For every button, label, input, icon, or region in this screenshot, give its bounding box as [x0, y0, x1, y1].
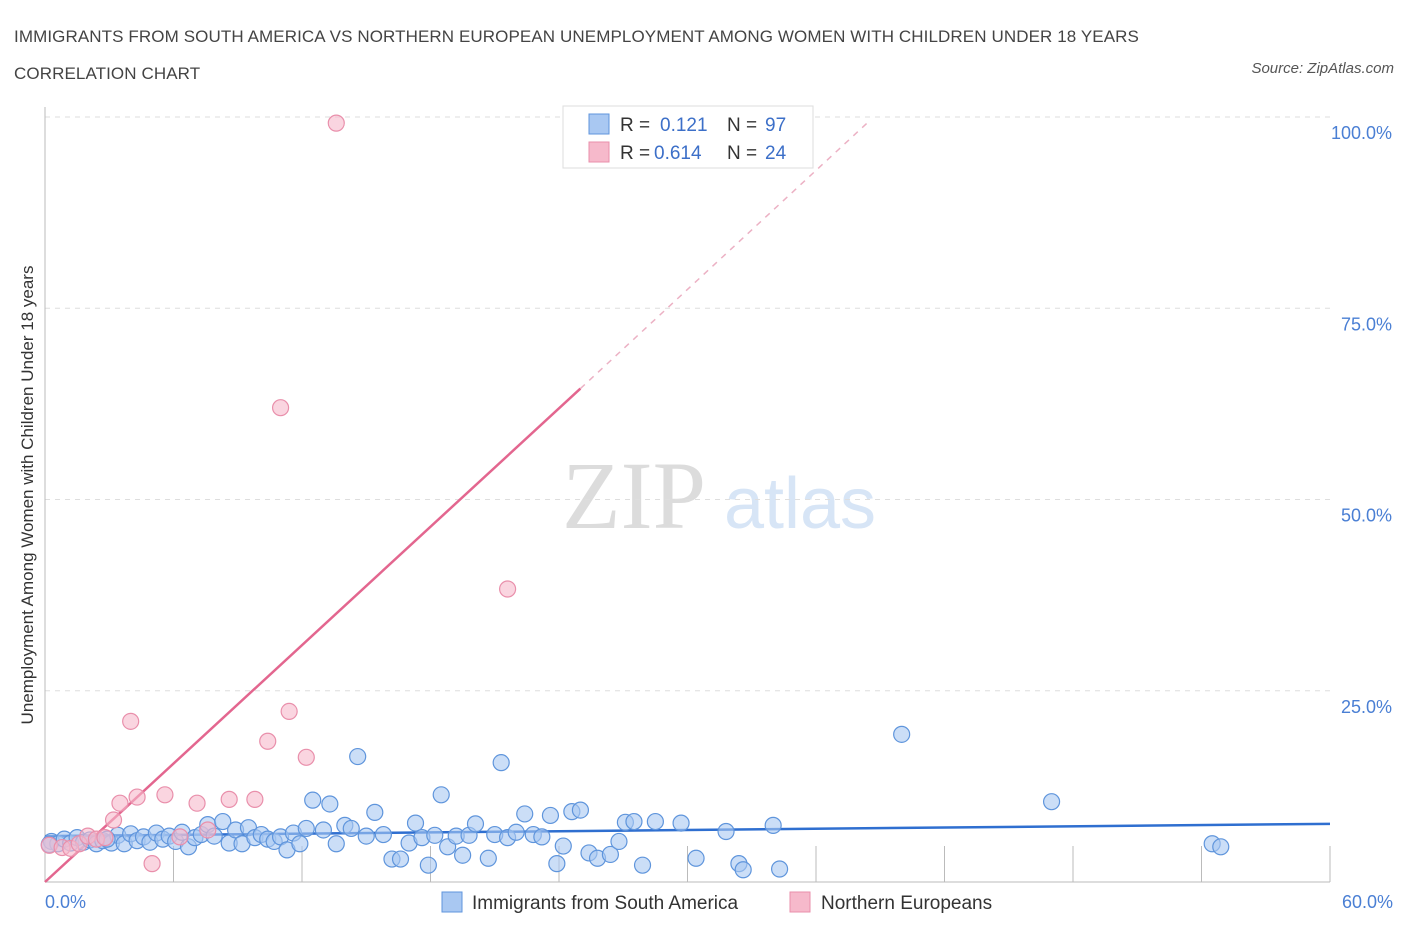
point-south-america-70 [533, 828, 551, 846]
point-south-america-90 [770, 860, 789, 878]
point-northern-europe-7 [104, 811, 123, 829]
point-south-america-48 [366, 803, 384, 821]
point-south-america-47 [357, 827, 375, 845]
legend-r-value-2: 0.614 [654, 143, 702, 164]
legend-swatch-pink [588, 141, 610, 163]
legend-n-value-2: 24 [765, 143, 787, 164]
point-south-america-91 [893, 725, 911, 743]
point-south-america-38 [291, 835, 309, 853]
point-south-america-51 [391, 850, 410, 868]
correlation-legend: R = 0.121 N = 97 R = 0.614 N = 24 [562, 105, 814, 169]
point-south-america-43 [327, 835, 345, 853]
point-northern-europe-10 [128, 788, 146, 806]
y-axis-label: Unemployment Among Women with Children U… [18, 266, 37, 725]
trend-line-extension-northern-europe [579, 120, 871, 390]
point-south-america-26 [214, 812, 232, 831]
grid-lines [45, 116, 1330, 692]
legend-n-label-1: N = [727, 115, 757, 136]
point-northern-europe-19 [271, 399, 290, 417]
point-south-america-72 [548, 855, 566, 873]
point-northern-europe-9 [122, 712, 140, 730]
point-northern-europe-6 [96, 829, 114, 847]
point-south-america-45 [342, 819, 360, 838]
y-tick-label-1: 75.0% [1341, 314, 1392, 334]
watermark-zip: ZIP [562, 442, 706, 549]
point-northern-europe-15 [199, 821, 217, 839]
point-south-america-40 [304, 791, 322, 809]
point-south-america-57 [432, 786, 450, 804]
point-south-america-85 [687, 849, 705, 867]
point-south-america-56 [426, 826, 444, 844]
point-northern-europe-12 [156, 786, 174, 804]
point-south-america-55 [419, 856, 437, 874]
y-tick-label-0: 100.0% [1331, 123, 1392, 143]
point-south-america-88 [734, 861, 752, 879]
point-south-america-83 [646, 812, 664, 831]
legend-bottom-swatch-pink [789, 891, 811, 913]
point-northern-europe-22 [327, 114, 345, 132]
legend-bottom-label-1: Immigrants from South America [472, 893, 739, 914]
point-south-america-75 [571, 801, 590, 819]
point-south-america-53 [406, 814, 425, 832]
point-south-america-82 [633, 856, 652, 874]
legend-n-label-2: N = [727, 143, 757, 164]
point-south-america-94 [1212, 838, 1230, 856]
point-south-america-89 [764, 816, 782, 834]
point-south-america-63 [479, 849, 497, 867]
point-south-america-65 [492, 754, 510, 772]
point-south-america-68 [516, 805, 534, 823]
point-south-america-67 [507, 823, 525, 841]
legend-bottom-swatch-blue [441, 891, 463, 913]
point-south-america-41 [314, 821, 333, 839]
legend-r-label-2: R = [620, 143, 650, 164]
point-northern-europe-13 [171, 828, 189, 846]
x-tick-labels: 0.0% 60.0% [45, 892, 1393, 912]
watermark-atlas: atlas [724, 464, 876, 544]
x-tick-label-1: 60.0% [1342, 892, 1393, 912]
point-northern-europe-17 [246, 790, 264, 808]
point-south-america-42 [321, 795, 339, 813]
y-tick-label-3: 25.0% [1341, 697, 1392, 717]
point-south-america-78 [601, 845, 620, 864]
legend-r-label-1: R = [620, 115, 650, 136]
point-south-america-39 [297, 819, 315, 838]
point-south-america-86 [717, 822, 735, 841]
legend-swatch-blue [588, 113, 610, 135]
point-south-america-81 [625, 812, 643, 831]
point-northern-europe-21 [297, 748, 315, 766]
point-northern-europe-16 [220, 790, 238, 808]
series-legend: Immigrants from South America Northern E… [441, 891, 992, 914]
point-northern-europe-20 [280, 702, 298, 721]
point-northern-europe-18 [259, 732, 277, 750]
y-tick-labels: 100.0% 75.0% 50.0% 25.0% [1331, 123, 1392, 717]
point-south-america-62 [466, 815, 485, 833]
legend-r-value-1: 0.121 [660, 115, 708, 136]
data-points [40, 114, 1230, 879]
point-south-america-49 [374, 825, 392, 844]
y-tick-label-2: 50.0% [1341, 506, 1392, 526]
point-northern-europe-23 [499, 580, 517, 598]
point-south-america-79 [610, 832, 628, 851]
point-south-america-84 [672, 814, 690, 832]
point-south-america-46 [349, 747, 367, 766]
point-south-america-92 [1042, 793, 1061, 811]
point-south-america-71 [541, 806, 560, 825]
point-south-america-73 [554, 837, 572, 855]
point-northern-europe-14 [188, 794, 206, 812]
point-south-america-60 [454, 846, 472, 864]
point-northern-europe-11 [143, 855, 161, 873]
legend-bottom-label-2: Northern Europeans [821, 893, 992, 914]
source-label: Source: ZipAtlas.com [1251, 60, 1394, 77]
chart-title: IMMIGRANTS FROM SOUTH AMERICA VS NORTHER… [14, 27, 1139, 83]
point-northern-europe-8 [111, 794, 129, 812]
legend-n-value-1: 97 [765, 115, 786, 136]
x-tick-label-0: 0.0% [45, 892, 86, 912]
